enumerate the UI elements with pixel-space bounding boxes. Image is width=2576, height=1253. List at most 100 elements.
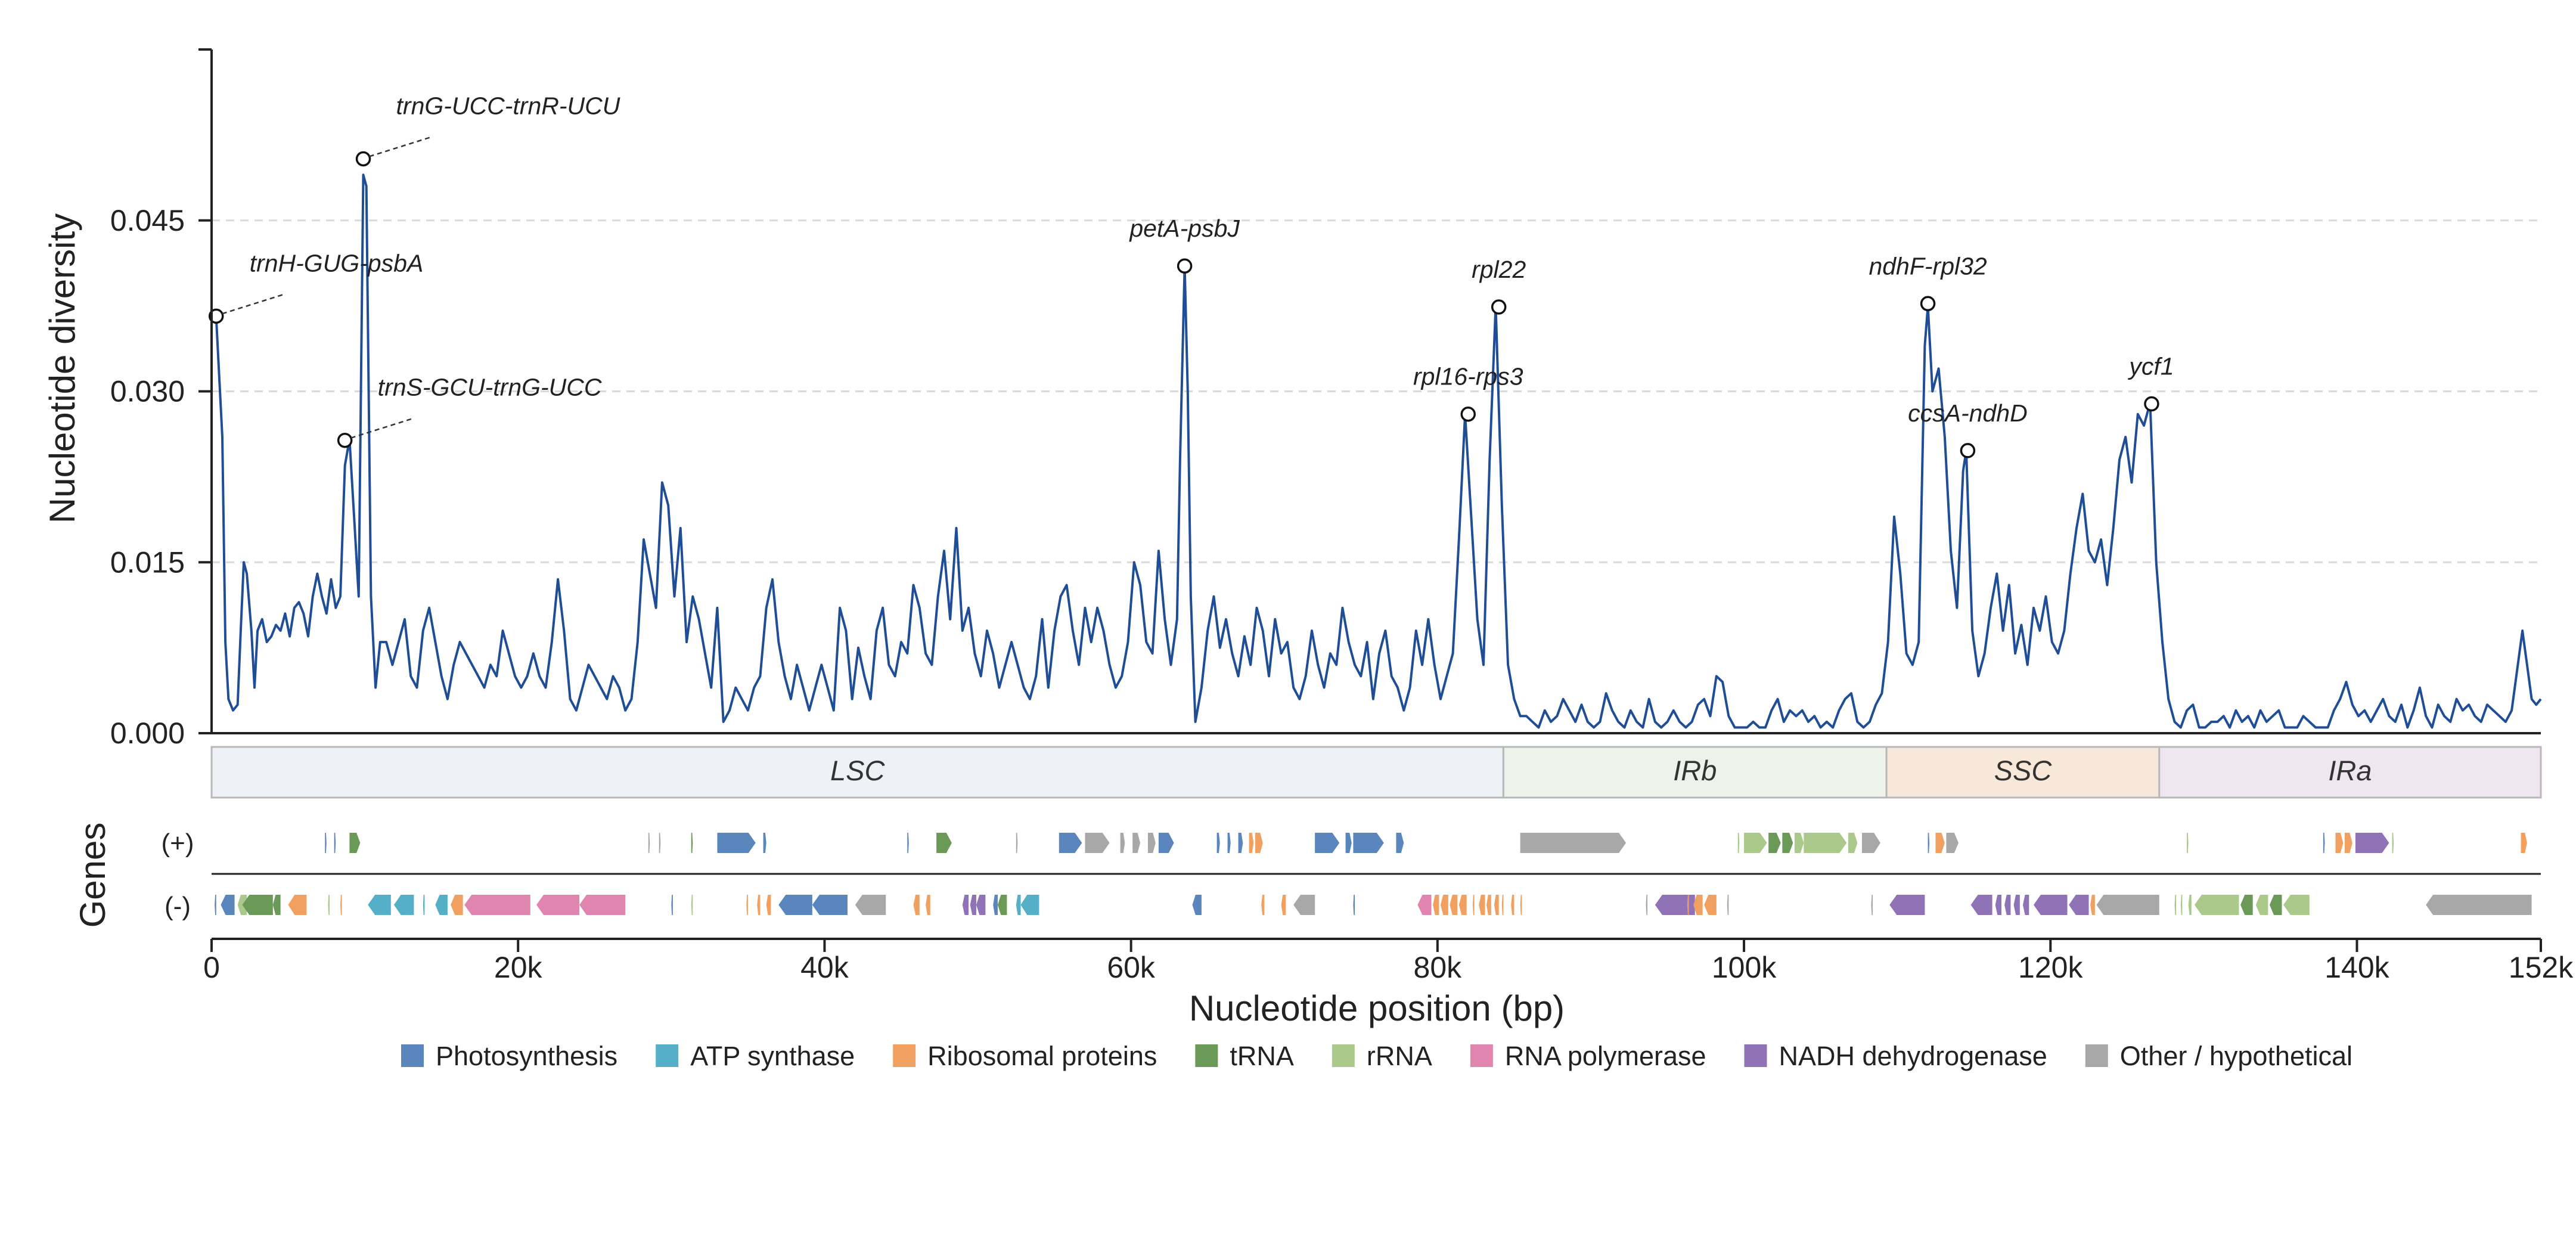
gene-block	[1261, 895, 1265, 915]
gene-block	[976, 895, 986, 915]
gene-block	[2392, 833, 2394, 853]
gene-block	[1494, 895, 1499, 915]
gene-block	[328, 895, 330, 915]
gene-block	[2069, 895, 2089, 915]
y-tick-label: 0.000	[110, 717, 185, 750]
gene-block	[1440, 895, 1448, 915]
minus-strand-label: (-)	[165, 892, 191, 921]
gene-block	[1737, 833, 1740, 853]
gene-block	[2521, 833, 2527, 853]
gene-block	[1353, 833, 1384, 853]
gene-block	[334, 833, 336, 853]
x-tick-label: 140k	[2324, 951, 2389, 984]
peak-marker	[1460, 406, 1476, 422]
region-label: LSC	[830, 755, 885, 786]
gene-block	[1315, 833, 1340, 853]
gene-block	[2344, 833, 2352, 853]
gene-block	[1970, 895, 1992, 915]
gene-block	[2283, 895, 2310, 915]
gene-block	[1501, 895, 1504, 915]
gene-block	[1928, 833, 1930, 853]
region-ira	[2158, 746, 2542, 799]
gene-block	[1862, 833, 1880, 853]
y-axis-label: Nucleotide diversity	[42, 213, 82, 523]
region-label: SSC	[1994, 755, 2053, 786]
gene-block	[746, 895, 748, 915]
gene-block	[648, 833, 650, 853]
legend-swatch	[893, 1044, 916, 1067]
gene-block	[757, 895, 761, 915]
gene-block	[2096, 895, 2159, 915]
gene-block	[763, 833, 766, 853]
gene-block	[464, 895, 530, 915]
gene-block	[766, 895, 771, 915]
gene-block	[221, 895, 235, 915]
gene-block	[1794, 833, 1804, 853]
gene-block	[1871, 895, 1873, 915]
gene-block	[368, 895, 391, 915]
gene-block	[2335, 833, 2344, 853]
gene-block	[1479, 895, 1485, 915]
gene-block	[2090, 895, 2095, 915]
gene-block	[288, 895, 307, 915]
x-tick-label: 0	[203, 951, 220, 984]
peak-marker	[1960, 443, 1976, 458]
legend-swatch	[1470, 1044, 1493, 1067]
gene-block	[1417, 895, 1432, 915]
gene-block	[393, 895, 414, 915]
gene-block	[242, 895, 273, 915]
gene-block	[1353, 895, 1355, 915]
gene-block	[2180, 895, 2183, 915]
gene-block	[997, 895, 1007, 915]
gene-block	[1158, 833, 1174, 853]
gene-block	[926, 895, 930, 915]
region-label: IRa	[2328, 755, 2372, 786]
gene-block	[1216, 833, 1220, 853]
gene-block	[671, 895, 673, 915]
region-irb	[1502, 746, 1888, 799]
gene-block	[272, 895, 281, 915]
peak-label: trnG-UCC-trnR-UCU	[396, 92, 620, 120]
legend: Photosynthesis ATP synthase Ribosomal prot…	[401, 1041, 2352, 1071]
gene-block	[691, 833, 693, 853]
gene-block	[1132, 833, 1141, 853]
peak-label: ccsA-ndhD	[1908, 399, 2028, 427]
legend-label: ATP synthase	[690, 1041, 855, 1071]
gene-block	[993, 895, 998, 915]
y-tick-label: 0.015	[110, 545, 185, 579]
gene-block	[1511, 895, 1514, 915]
y-tick-label: 0.030	[110, 375, 185, 408]
gene-block	[1249, 833, 1254, 853]
gene-block	[1192, 895, 1202, 915]
region-label: IRb	[1673, 755, 1717, 786]
x-tick-label: 40k	[800, 951, 849, 984]
gene-block	[1293, 895, 1315, 915]
gene-block	[1520, 833, 1627, 853]
gene-block	[1946, 833, 1959, 853]
gene-block	[1085, 833, 1110, 853]
peak-marker	[337, 432, 353, 448]
gene-block	[1458, 895, 1467, 915]
x-tick-label: 152k	[2509, 951, 2574, 984]
gene-block	[1768, 833, 1781, 853]
gene-block	[2240, 895, 2253, 915]
legend-swatch	[1744, 1044, 1767, 1067]
gene-block	[1450, 895, 1458, 915]
peak-label: trnS-GCU-trnG-UCC	[378, 374, 602, 401]
gene-block	[907, 833, 909, 853]
gene-block	[1120, 833, 1125, 853]
gene-block	[1281, 895, 1286, 915]
peak-leader-line	[222, 294, 284, 315]
axes: 0.000 0.015 0.030 0.045 0 20k 40k 60k 80k 100k 120…	[110, 48, 2574, 984]
x-tick-label: 100k	[1712, 951, 1777, 984]
legend-swatch	[1195, 1044, 1218, 1067]
gene-block	[2174, 895, 2177, 915]
legend-label: Other / hypothetical	[2120, 1041, 2352, 1071]
legend-label: tRNA	[1230, 1041, 1294, 1071]
gene-block	[1396, 833, 1404, 853]
region-bar: LSC IRb SSC IRa	[210, 746, 2542, 799]
gene-block	[2004, 895, 2011, 915]
gene-block	[2269, 895, 2282, 915]
x-axis-label: Nucleotide position (bp)	[1189, 988, 1565, 1028]
gene-block	[340, 895, 342, 915]
